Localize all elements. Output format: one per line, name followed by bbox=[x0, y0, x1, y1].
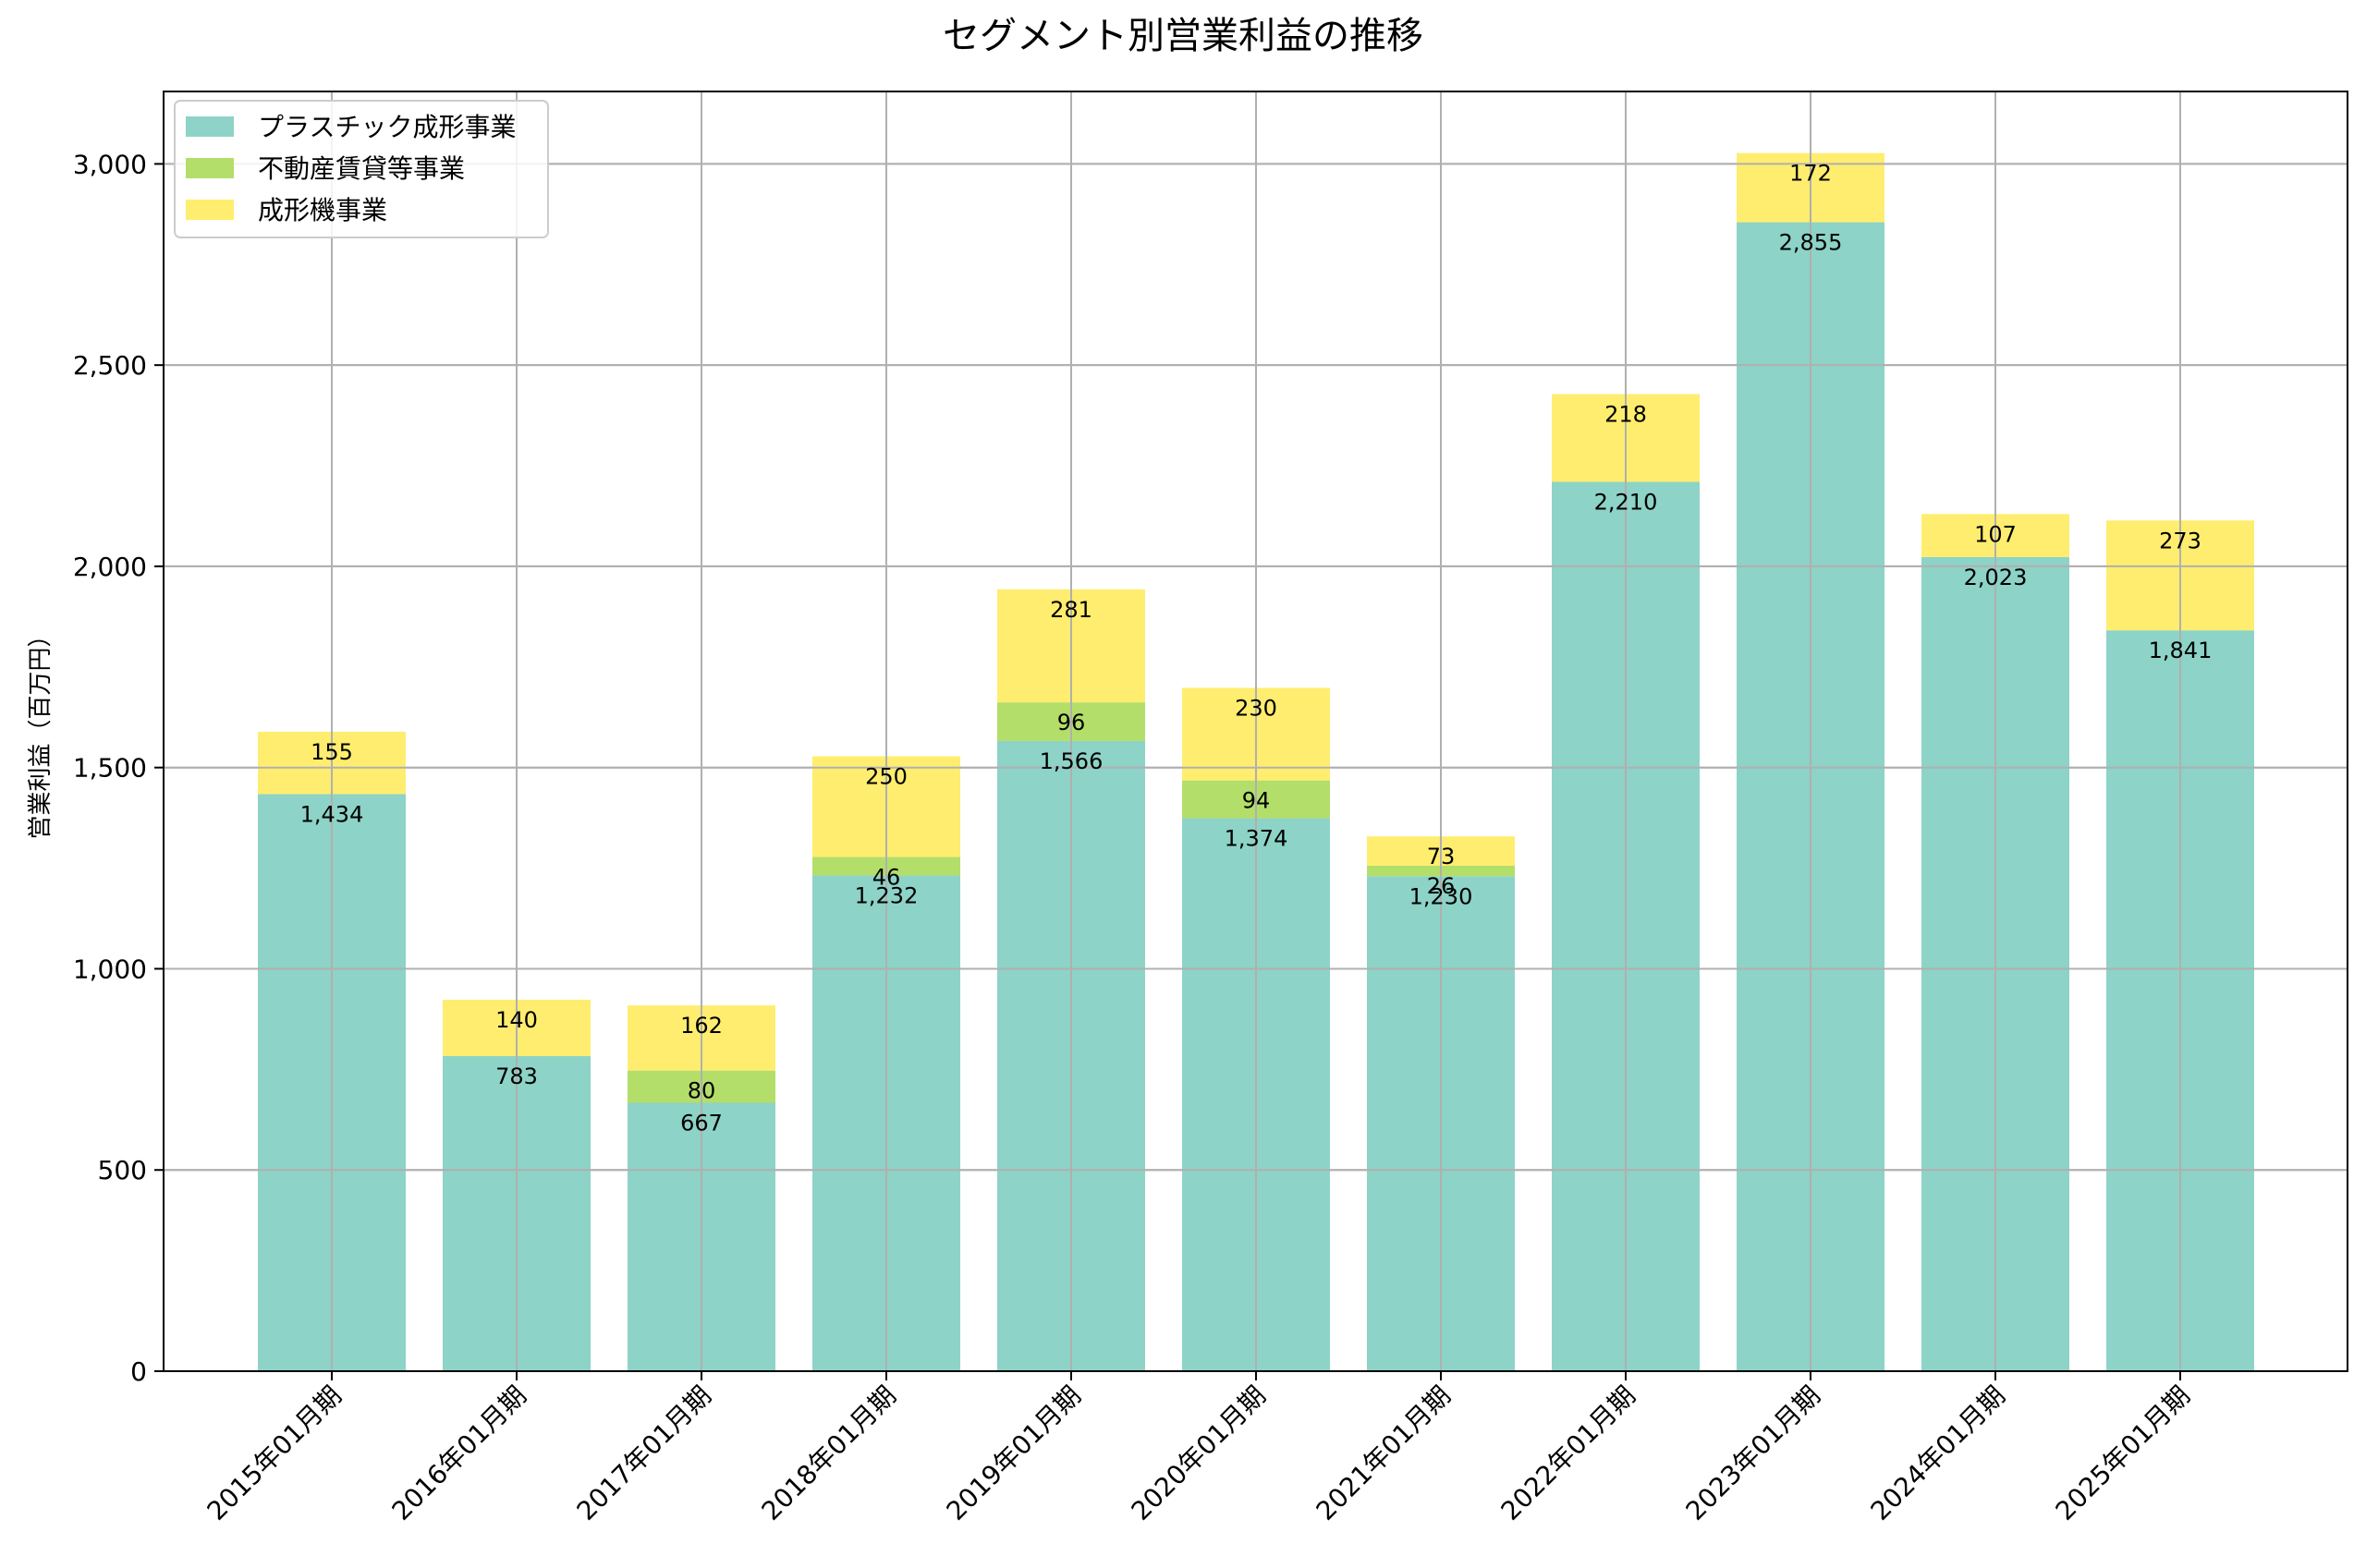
data-label: 80 bbox=[688, 1078, 716, 1104]
plot-frame bbox=[163, 91, 2348, 1372]
x-tick-label: 2019年01月期 bbox=[941, 1380, 1087, 1526]
x-tick-label: 2022年01月期 bbox=[1495, 1380, 1641, 1526]
legend-swatch bbox=[186, 116, 234, 137]
x-tick-label: 2024年01月期 bbox=[1865, 1380, 2011, 1526]
legend-swatch bbox=[186, 158, 234, 178]
data-label: 162 bbox=[680, 1013, 723, 1039]
data-label: 2,023 bbox=[1964, 565, 2028, 590]
x-tick-label: 2023年01月期 bbox=[1680, 1380, 1826, 1526]
legend-swatch bbox=[186, 200, 234, 220]
data-label: 46 bbox=[872, 864, 901, 890]
y-tick-label: 1,000 bbox=[73, 954, 147, 984]
legend-label: 不動産賃貸等事業 bbox=[258, 153, 465, 184]
data-label: 1,232 bbox=[855, 882, 919, 908]
data-label: 230 bbox=[1235, 695, 1277, 721]
legend-label: プラスチック成形事業 bbox=[258, 112, 516, 142]
chart-title: セグメント別営業利益の推移 bbox=[943, 15, 1423, 57]
data-label: 281 bbox=[1050, 597, 1092, 623]
x-tick-label: 2025年01月期 bbox=[2050, 1380, 2196, 1526]
legend-box bbox=[174, 100, 549, 238]
data-label: 250 bbox=[865, 764, 908, 790]
data-label: 218 bbox=[1604, 402, 1647, 428]
data-label: 140 bbox=[495, 1007, 538, 1033]
y-tick-label: 0 bbox=[130, 1356, 147, 1387]
data-label: 1,374 bbox=[1225, 826, 1288, 852]
x-tick-label: 2021年01月期 bbox=[1311, 1380, 1457, 1526]
x-tick-label: 2017年01月期 bbox=[571, 1380, 717, 1526]
y-tick-label: 2,000 bbox=[73, 552, 147, 582]
x-tick-label: 2016年01月期 bbox=[386, 1380, 532, 1526]
data-label: 107 bbox=[1974, 521, 2017, 547]
x-tick-label: 2018年01月期 bbox=[756, 1380, 902, 1526]
data-label: 96 bbox=[1057, 710, 1086, 735]
data-label: 1,841 bbox=[2149, 638, 2213, 663]
data-label: 2,855 bbox=[1779, 230, 1843, 256]
data-label: 667 bbox=[680, 1110, 723, 1136]
x-tick-label: 2015年01月期 bbox=[201, 1380, 348, 1526]
data-label: 1,434 bbox=[300, 801, 364, 827]
data-label: 2,210 bbox=[1594, 489, 1658, 515]
y-tick-label: 2,500 bbox=[73, 350, 147, 381]
data-label: 172 bbox=[1789, 161, 1832, 187]
y-tick-label: 3,000 bbox=[73, 149, 147, 179]
data-label: 273 bbox=[2159, 528, 2201, 553]
y-axis-label: 営業利益（百万円） bbox=[27, 623, 55, 839]
data-label: 155 bbox=[311, 739, 353, 765]
data-label: 26 bbox=[1427, 873, 1456, 899]
data-label: 1,566 bbox=[1040, 748, 1104, 774]
x-tick-label: 2020年01月期 bbox=[1126, 1380, 1272, 1526]
y-tick-label: 500 bbox=[98, 1155, 147, 1185]
y-tick-label: 1,500 bbox=[73, 753, 147, 784]
data-label: 73 bbox=[1427, 844, 1456, 869]
legend-label: 成形機事業 bbox=[258, 195, 387, 225]
data-label: 94 bbox=[1242, 788, 1271, 814]
data-label: 783 bbox=[495, 1064, 538, 1089]
data-label: 1,230 bbox=[1409, 883, 1473, 909]
